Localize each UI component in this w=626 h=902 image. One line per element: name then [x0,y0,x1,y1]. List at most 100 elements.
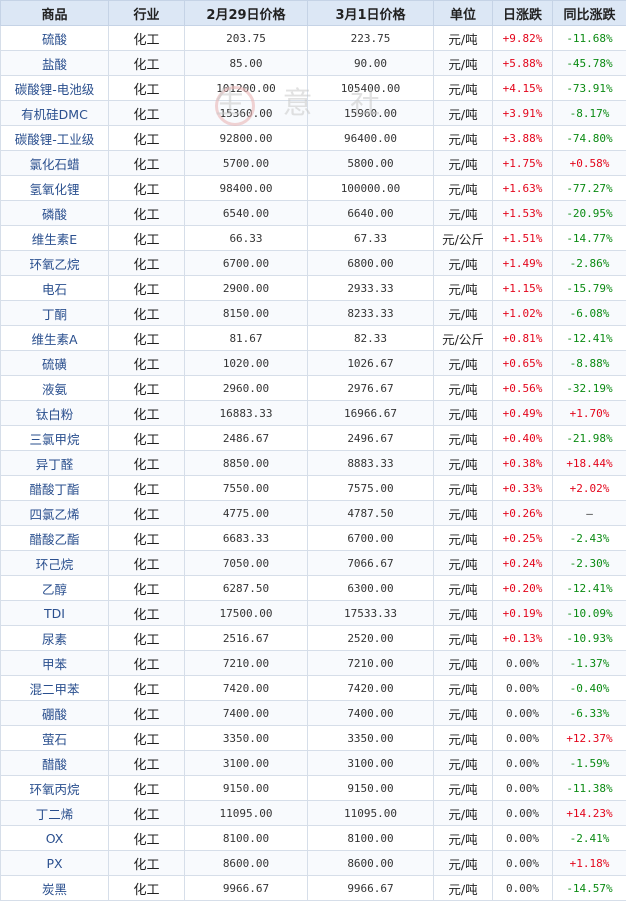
table-row: 维生素A 化工 81.67 82.33 元/公斤 +0.81% -12.41% [0,325,626,351]
price-mar1-cell: 7066.67 [307,550,434,576]
product-name-link[interactable]: 氯化石蜡 [0,150,109,176]
price-mar1-cell: 2933.33 [307,275,434,301]
unit-cell: 元/吨 [433,750,493,776]
yoy-change-cell: -45.78% [552,50,626,76]
product-name-link[interactable]: 醋酸乙酯 [0,525,109,551]
header-unit[interactable]: 单位 [433,0,493,26]
price-feb29-cell: 6700.00 [184,250,308,276]
table-row: 四氯乙烯 化工 4775.00 4787.50 元/吨 +0.26% — [0,500,626,526]
product-name-link[interactable]: 环己烷 [0,550,109,576]
yoy-change-cell: +2.02% [552,475,626,501]
table-row: 碳酸锂-电池级 化工 101200.00 105400.00 元/吨 +4.15% -73.… [0,75,626,101]
price-mar1-cell: 11095.00 [307,800,434,826]
table-row: 环己烷 化工 7050.00 7066.67 元/吨 +0.24% -2.30% [0,550,626,576]
yoy-change-cell: -14.57% [552,875,626,901]
price-feb29-cell: 203.75 [184,25,308,51]
table-row: 盐酸 化工 85.00 90.00 元/吨 +5.88% -45.78% [0,50,626,76]
unit-cell: 元/吨 [433,700,493,726]
daily-change-cell: 0.00% [492,850,553,876]
unit-cell: 元/吨 [433,100,493,126]
price-mar1-cell: 6800.00 [307,250,434,276]
product-name-link[interactable]: 炭黑 [0,875,109,901]
table-row: 混二甲苯 化工 7420.00 7420.00 元/吨 0.00% -0.40% [0,675,626,701]
industry-cell: 化工 [108,500,185,526]
product-name-link[interactable]: 环氧丙烷 [0,775,109,801]
yoy-change-cell: +0.58% [552,150,626,176]
product-name-link[interactable]: 硫酸 [0,25,109,51]
industry-cell: 化工 [108,125,185,151]
price-feb29-cell: 7420.00 [184,675,308,701]
yoy-change-cell: +1.70% [552,400,626,426]
unit-cell: 元/吨 [433,300,493,326]
daily-change-cell: +3.91% [492,100,553,126]
price-feb29-cell: 8600.00 [184,850,308,876]
daily-change-cell: +9.82% [492,25,553,51]
price-feb29-cell: 3350.00 [184,725,308,751]
table-row: 氢氧化锂 化工 98400.00 100000.00 元/吨 +1.63% -77.27% [0,175,626,201]
product-name-link[interactable]: 混二甲苯 [0,675,109,701]
daily-change-cell: +1.51% [492,225,553,251]
industry-cell: 化工 [108,475,185,501]
header-yoy-change[interactable]: 同比涨跌 [552,0,626,26]
daily-change-cell: 0.00% [492,775,553,801]
header-price-feb29[interactable]: 2月29日价格 [184,0,308,26]
product-name-link[interactable]: PX [0,850,109,876]
product-name-link[interactable]: 醋酸 [0,750,109,776]
product-name-link[interactable]: 三氯甲烷 [0,425,109,451]
yoy-change-cell: -15.79% [552,275,626,301]
price-mar1-cell: 7420.00 [307,675,434,701]
product-name-link[interactable]: 有机硅DMC [0,100,109,126]
product-name-link[interactable]: 磷酸 [0,200,109,226]
product-name-link[interactable]: 萤石 [0,725,109,751]
industry-cell: 化工 [108,350,185,376]
price-mar1-cell: 9966.67 [307,875,434,901]
price-feb29-cell: 9966.67 [184,875,308,901]
header-daily-change[interactable]: 日涨跌 [492,0,553,26]
product-name-link[interactable]: 盐酸 [0,50,109,76]
product-name-link[interactable]: 钛白粉 [0,400,109,426]
product-name-link[interactable]: 醋酸丁酯 [0,475,109,501]
price-feb29-cell: 7210.00 [184,650,308,676]
header-price-mar1[interactable]: 3月1日价格 [307,0,434,26]
header-product[interactable]: 商品 [0,0,109,26]
product-name-link[interactable]: 环氧乙烷 [0,250,109,276]
product-name-link[interactable]: 维生素E [0,225,109,251]
product-name-link[interactable]: 尿素 [0,625,109,651]
industry-cell: 化工 [108,800,185,826]
daily-change-cell: +0.49% [492,400,553,426]
product-name-link[interactable]: 氢氧化锂 [0,175,109,201]
yoy-change-cell: +12.37% [552,725,626,751]
table-row: TDI 化工 17500.00 17533.33 元/吨 +0.19% -10.09% [0,600,626,626]
price-feb29-cell: 11095.00 [184,800,308,826]
product-name-link[interactable]: 碳酸锂-工业级 [0,125,109,151]
daily-change-cell: +1.15% [492,275,553,301]
product-name-link[interactable]: 异丁醛 [0,450,109,476]
daily-change-cell: +0.26% [492,500,553,526]
unit-cell: 元/吨 [433,550,493,576]
unit-cell: 元/吨 [433,25,493,51]
product-name-link[interactable]: 硫磺 [0,350,109,376]
product-name-link[interactable]: 四氯乙烯 [0,500,109,526]
table-row: 尿素 化工 2516.67 2520.00 元/吨 +0.13% -10.93% [0,625,626,651]
product-name-link[interactable]: 丁二烯 [0,800,109,826]
product-name-link[interactable]: 甲苯 [0,650,109,676]
table-row: 有机硅DMC 化工 15360.00 15960.00 元/吨 +3.91% -8.17% [0,100,626,126]
product-name-link[interactable]: 电石 [0,275,109,301]
industry-cell: 化工 [108,875,185,901]
product-name-link[interactable]: 碳酸锂-电池级 [0,75,109,101]
product-name-link[interactable]: 维生素A [0,325,109,351]
daily-change-cell: 0.00% [492,725,553,751]
header-industry[interactable]: 行业 [108,0,185,26]
product-name-link[interactable]: 乙醇 [0,575,109,601]
table-row: 环氧乙烷 化工 6700.00 6800.00 元/吨 +1.49% -2.86% [0,250,626,276]
product-name-link[interactable]: TDI [0,600,109,626]
table-header-row: 商品 行业 2月29日价格 3月1日价格 单位 日涨跌 同比涨跌 [0,0,626,26]
daily-change-cell: +0.81% [492,325,553,351]
product-name-link[interactable]: OX [0,825,109,851]
product-name-link[interactable]: 液氨 [0,375,109,401]
table-row: 液氨 化工 2960.00 2976.67 元/吨 +0.56% -32.19% [0,375,626,401]
product-name-link[interactable]: 硼酸 [0,700,109,726]
daily-change-cell: 0.00% [492,750,553,776]
daily-change-cell: +0.56% [492,375,553,401]
product-name-link[interactable]: 丁酮 [0,300,109,326]
